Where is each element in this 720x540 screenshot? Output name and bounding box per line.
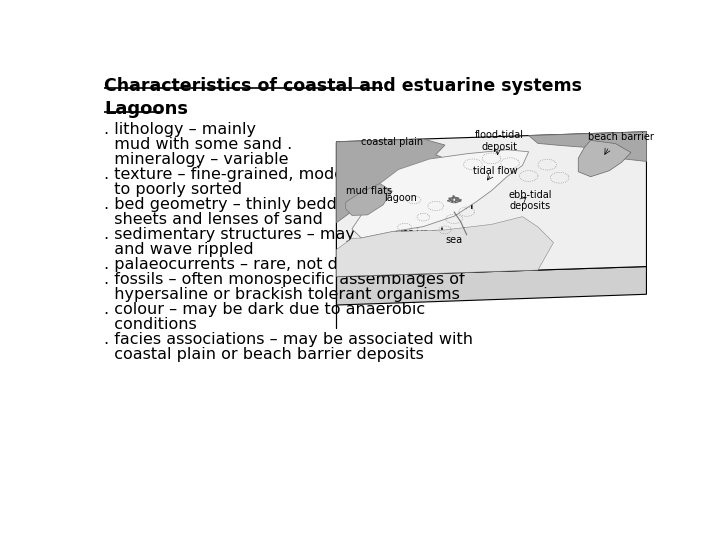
- Text: and wave rippled: and wave rippled: [104, 242, 253, 257]
- Text: Lagoons: Lagoons: [104, 100, 188, 118]
- Text: . sedimentary structures – may be laminated: . sedimentary structures – may be lamina…: [104, 227, 467, 242]
- Text: coastal plain: coastal plain: [361, 137, 423, 146]
- Text: sheets and lenses of sand: sheets and lenses of sand: [104, 212, 323, 227]
- Polygon shape: [578, 140, 631, 177]
- Text: . texture – fine-grained, moderately: . texture – fine-grained, moderately: [104, 167, 391, 182]
- Text: lagoon: lagoon: [384, 193, 417, 203]
- Text: to poorly sorted: to poorly sorted: [104, 182, 242, 197]
- Text: . facies associations – may be associated with: . facies associations – may be associate…: [104, 332, 473, 347]
- Text: coastal plain or beach barrier deposits: coastal plain or beach barrier deposits: [104, 347, 424, 362]
- Text: Characteristics of coastal and estuarine systems: Characteristics of coastal and estuarine…: [104, 77, 582, 95]
- Polygon shape: [336, 139, 454, 222]
- Text: . colour – may be dark due to anaerobic: . colour – may be dark due to anaerobic: [104, 302, 425, 317]
- Text: hypersaline or brackish tolerant organisms: hypersaline or brackish tolerant organis…: [104, 287, 460, 302]
- Polygon shape: [336, 132, 647, 276]
- Text: conditions: conditions: [104, 317, 197, 332]
- Polygon shape: [352, 150, 528, 238]
- Text: flood-tidal
deposit: flood-tidal deposit: [474, 130, 523, 152]
- Text: mineralogy – variable: mineralogy – variable: [104, 152, 289, 167]
- Text: beach barrier: beach barrier: [588, 132, 654, 142]
- Text: sea: sea: [446, 235, 463, 245]
- Text: mud with some sand .: mud with some sand .: [104, 137, 292, 152]
- Polygon shape: [336, 217, 554, 276]
- Polygon shape: [528, 132, 647, 161]
- Text: . fossils – often monospecific assemblages of: . fossils – often monospecific assemblag…: [104, 272, 464, 287]
- Text: tidal flow: tidal flow: [473, 166, 518, 176]
- Text: . palaeocurrents – rare, not diagnostic: . palaeocurrents – rare, not diagnostic: [104, 257, 410, 272]
- Polygon shape: [336, 267, 647, 305]
- Polygon shape: [346, 184, 392, 215]
- Text: ebb-tidal
deposits: ebb-tidal deposits: [508, 190, 552, 211]
- Text: mud flats: mud flats: [346, 186, 392, 196]
- Text: . lithology – mainly: . lithology – mainly: [104, 122, 256, 137]
- Text: . bed geometry – thinly bedded mud with thin: . bed geometry – thinly bedded mud with …: [104, 197, 474, 212]
